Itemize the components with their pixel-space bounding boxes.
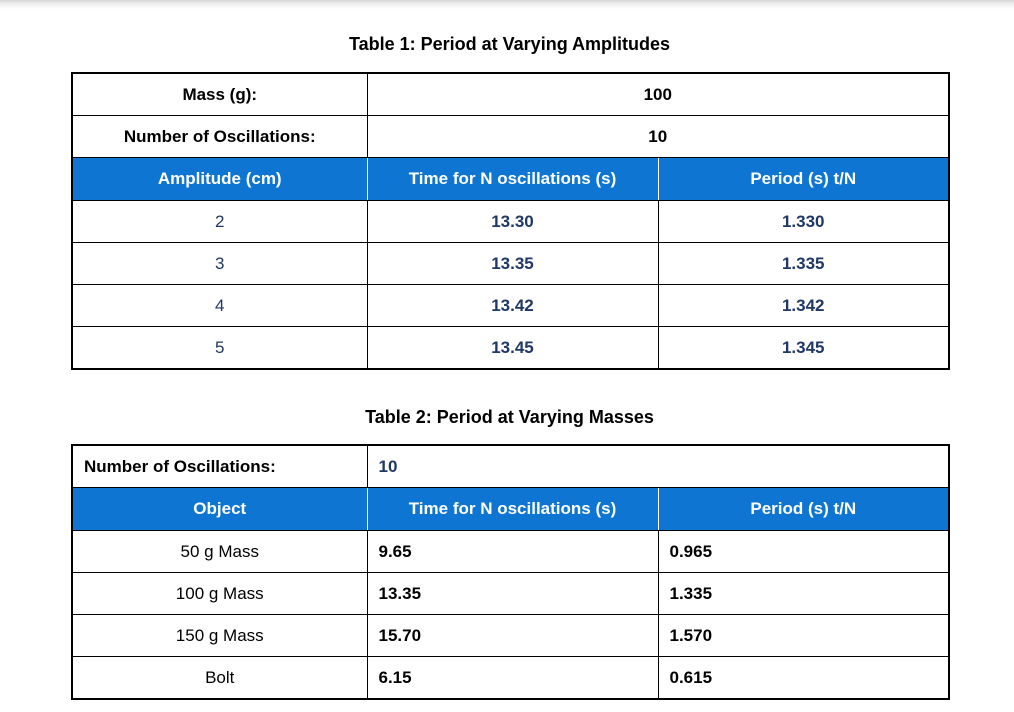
table1-info-row-mass: Mass (g): 100	[71, 72, 950, 116]
table1-header-amplitude: Amplitude (cm)	[71, 157, 368, 201]
table1-header-time: Time for N oscillations (s)	[366, 157, 659, 201]
table-row: 3 13.35 1.335	[71, 242, 950, 285]
table2: Number of Oscillations: 10 Object Time f…	[71, 444, 951, 700]
table2-header-object: Object	[71, 487, 368, 531]
table2-period-cell: 0.615	[657, 656, 950, 700]
table1: Mass (g): 100 Number of Oscillations: 10…	[71, 72, 950, 370]
table1-amplitude-cell: 4	[71, 284, 368, 327]
table2-oscillations-value: 10	[366, 444, 950, 488]
table2-time-cell: 6.15	[366, 656, 659, 700]
table1-oscillations-value: 10	[366, 115, 950, 158]
table1-amplitude-cell: 5	[71, 326, 368, 370]
table1-amplitude-cell: 3	[71, 242, 368, 285]
table2-period-cell: 1.570	[657, 614, 950, 657]
table2-time-cell: 9.65	[366, 530, 659, 573]
table2-period-cell: 0.965	[657, 530, 950, 573]
table1-info-row-oscillations: Number of Oscillations: 10	[71, 115, 950, 158]
table-row: 150 g Mass 15.70 1.570	[71, 614, 950, 657]
table-row: 5 13.45 1.345	[71, 326, 950, 370]
table2-title: Table 2: Period at Varying Masses	[365, 407, 654, 427]
table1-period-cell: 1.330	[657, 200, 950, 243]
table1-time-cell: 13.35	[366, 242, 659, 285]
table1-period-cell: 1.335	[657, 242, 950, 285]
table-row: 4 13.42 1.342	[71, 284, 950, 327]
table1-period-cell: 1.342	[657, 284, 950, 327]
table2-header-row: Object Time for N oscillations (s) Perio…	[71, 487, 950, 531]
table1-header-period: Period (s) t/N	[657, 157, 950, 201]
table-row: 50 g Mass 9.65 0.965	[71, 530, 950, 573]
table1-time-cell: 13.42	[366, 284, 659, 327]
table1-mass-label: Mass (g):	[71, 72, 368, 116]
table-row: 100 g Mass 13.35 1.335	[71, 572, 950, 615]
top-shadow	[0, 0, 1014, 9]
table2-oscillations-label: Number of Oscillations:	[71, 444, 368, 488]
table1-period-cell: 1.345	[657, 326, 950, 370]
table1-title: Table 1: Period at Varying Amplitudes	[348, 34, 671, 54]
table1-header-row: Amplitude (cm) Time for N oscillations (…	[71, 157, 950, 201]
table2-header-time: Time for N oscillations (s)	[366, 487, 659, 531]
table1-mass-value: 100	[366, 72, 950, 116]
table2-object-cell: 50 g Mass	[71, 530, 368, 573]
table1-amplitude-cell: 2	[71, 200, 368, 243]
table2-time-cell: 13.35	[366, 572, 659, 615]
table2-object-cell: 150 g Mass	[71, 614, 368, 657]
table2-header-period: Period (s) t/N	[657, 487, 950, 531]
table2-time-cell: 15.70	[366, 614, 659, 657]
table2-period-cell: 1.335	[657, 572, 950, 615]
table2-info-row-oscillations: Number of Oscillations: 10	[71, 444, 950, 488]
table-row: 2 13.30 1.330	[71, 200, 950, 243]
table1-time-cell: 13.30	[366, 200, 659, 243]
table2-object-cell: 100 g Mass	[71, 572, 368, 615]
table2-object-cell: Bolt	[71, 656, 368, 700]
table-row: Bolt 6.15 0.615	[71, 656, 950, 700]
table1-oscillations-label: Number of Oscillations:	[71, 115, 368, 158]
table1-time-cell: 13.45	[366, 326, 659, 370]
